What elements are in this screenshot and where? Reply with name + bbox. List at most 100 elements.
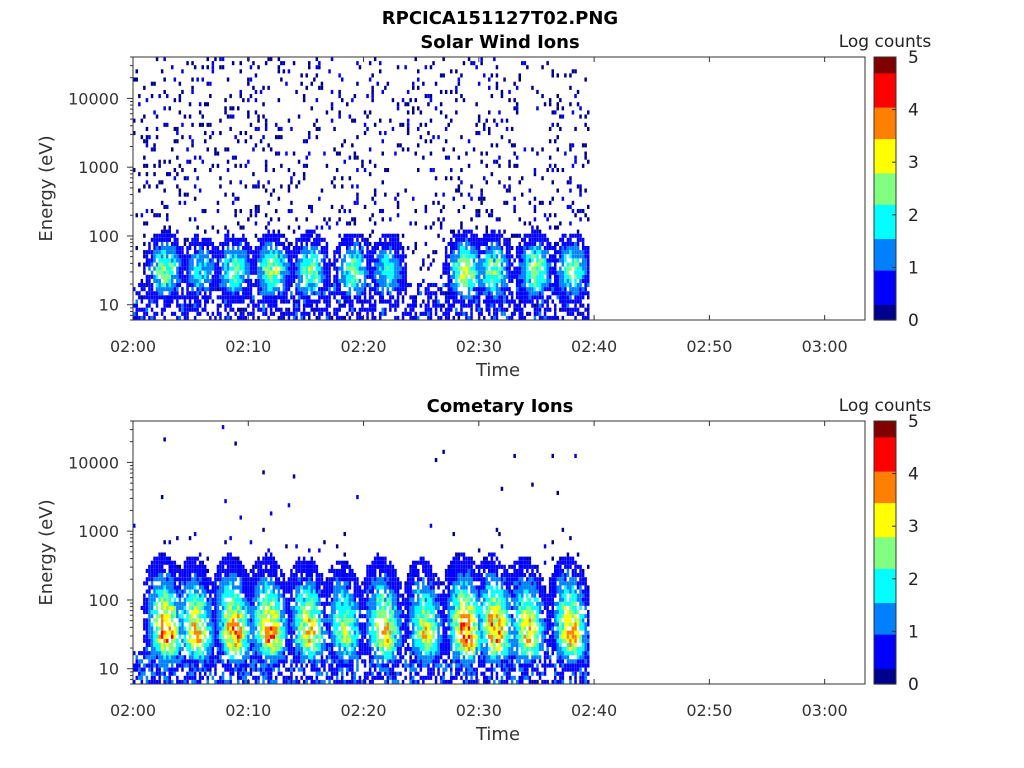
heatmap-cell	[579, 254, 582, 259]
heatmap-cell	[262, 274, 265, 279]
heatmap-cell	[209, 237, 212, 242]
heatmap-cell	[166, 655, 169, 660]
heatmap-cell	[477, 131, 481, 136]
heatmap-cell	[191, 283, 194, 288]
heatmap-cell	[381, 299, 384, 304]
heatmap-cell	[368, 287, 372, 292]
heatmap-cell	[239, 618, 242, 623]
heatmap-cell	[221, 638, 225, 643]
heatmap-cell	[163, 605, 166, 610]
heatmap-cell	[323, 283, 326, 288]
heatmap-cell	[231, 291, 235, 296]
colorbar-band	[874, 170, 896, 174]
heatmap-cell	[231, 614, 235, 619]
heatmap-cell	[163, 246, 166, 251]
heatmap-cell	[148, 630, 151, 635]
heatmap-cell	[280, 295, 283, 300]
heatmap-cell	[450, 266, 453, 271]
heatmap-cell	[171, 573, 174, 578]
heatmap-cell	[173, 233, 177, 238]
heatmap-cell	[145, 291, 149, 296]
heatmap-cell	[264, 585, 268, 590]
heatmap-cell	[447, 283, 450, 288]
heatmap-cell	[500, 258, 504, 263]
heatmap-cell	[188, 278, 192, 283]
heatmap-cell	[485, 241, 488, 246]
heatmap-cell	[216, 679, 220, 684]
heatmap-cell	[239, 626, 242, 631]
heatmap-cell	[287, 184, 291, 189]
heatmap-cell	[295, 258, 298, 263]
heatmap-cell	[404, 311, 407, 316]
heatmap-cell	[576, 209, 580, 214]
heatmap-cell	[204, 303, 207, 308]
heatmap-cell	[505, 287, 509, 292]
heatmap-cell	[237, 241, 240, 246]
heatmap-cell	[191, 651, 194, 656]
heatmap-cell	[447, 122, 450, 127]
heatmap-cell	[533, 229, 537, 234]
heatmap-cell	[480, 266, 483, 271]
colorbar-tick-label: 0	[908, 311, 919, 331]
heatmap-cell	[148, 274, 151, 279]
heatmap-cell	[526, 295, 529, 300]
heatmap-cell	[171, 299, 174, 304]
heatmap-cell	[280, 274, 283, 279]
heatmap-cell	[528, 287, 532, 292]
heatmap-cell	[513, 233, 516, 238]
heatmap-cell	[160, 258, 164, 263]
heatmap-cell	[244, 647, 248, 652]
heatmap-cell	[188, 618, 192, 623]
heatmap-cell	[153, 618, 156, 623]
heatmap-cell	[437, 135, 440, 140]
heatmap-cell	[163, 237, 166, 242]
heatmap-cell	[145, 634, 149, 639]
heatmap-cell	[148, 585, 151, 590]
heatmap-cell	[214, 679, 217, 684]
heatmap-cell	[181, 278, 184, 283]
heatmap-cell	[211, 258, 215, 263]
heatmap-cell	[206, 299, 209, 304]
heatmap-cell	[356, 254, 359, 259]
heatmap-cell	[569, 291, 572, 296]
heatmap-cell	[148, 626, 151, 631]
heatmap-cell	[500, 311, 504, 316]
heatmap-cell	[206, 647, 209, 652]
heatmap-cell	[353, 250, 357, 255]
heatmap-cell	[561, 237, 565, 242]
heatmap-cell	[150, 258, 154, 263]
heatmap-cell	[198, 568, 202, 573]
heatmap-cell	[252, 172, 255, 177]
heatmap-cell	[396, 213, 400, 218]
heatmap-cell	[237, 573, 240, 578]
heatmap-cell	[493, 262, 496, 267]
heatmap-cell	[429, 94, 433, 99]
heatmap-cell	[206, 622, 209, 627]
heatmap-cell	[163, 671, 166, 676]
heatmap-cell	[216, 307, 220, 312]
heatmap-cell	[546, 283, 549, 288]
heatmap-cell	[472, 283, 476, 288]
heatmap-cell	[186, 262, 189, 267]
heatmap-cell	[191, 605, 194, 610]
heatmap-cell	[242, 675, 245, 680]
heatmap-cell	[191, 671, 194, 676]
heatmap-cell	[234, 556, 237, 561]
heatmap-cell	[234, 262, 237, 267]
heatmap-cell	[176, 237, 179, 242]
heatmap-cell	[414, 311, 417, 316]
heatmap-cell	[211, 675, 215, 680]
heatmap-cell	[224, 560, 227, 565]
heatmap-cell	[584, 143, 587, 148]
heatmap-cell	[242, 311, 245, 316]
heatmap-cell	[485, 270, 488, 275]
heatmap-cell	[493, 250, 496, 255]
heatmap-cell	[543, 254, 547, 259]
heatmap-cell	[224, 568, 227, 573]
heatmap-cell	[168, 671, 171, 676]
heatmap-cell	[158, 233, 161, 238]
heatmap-cell	[153, 81, 156, 86]
heatmap-cell	[145, 638, 149, 643]
heatmap-cell	[150, 291, 154, 296]
